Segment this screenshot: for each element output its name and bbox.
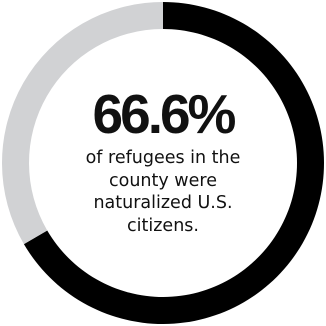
center-label: 66.6% of refugees in the county were nat… bbox=[63, 85, 263, 237]
donut-slice-1 bbox=[1, 1, 163, 245]
caption-text: of refugees in the county were naturaliz… bbox=[85, 148, 241, 236]
percentage-value: 66.6% bbox=[92, 83, 237, 145]
